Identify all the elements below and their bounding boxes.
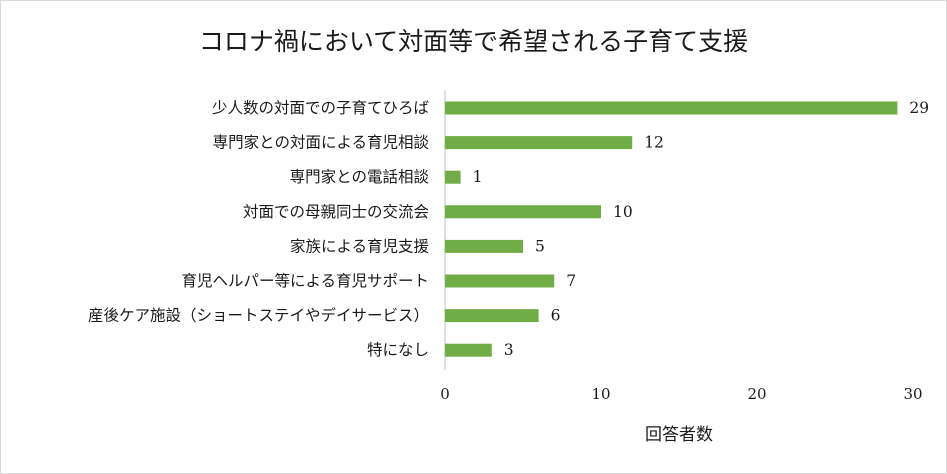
data-label: 5 [535,237,545,255]
x-tick-label: 20 [747,385,766,403]
category-label: 家族による育児支援 [290,237,430,255]
bar [445,205,601,219]
bars-group [445,101,898,357]
x-tick-label: 10 [591,385,610,403]
category-labels: 少人数の対面での子育てひろば専門家との対面による育児相談専門家との電話相談対面で… [88,99,430,359]
data-label: 7 [566,272,576,290]
x-axis-title: 回答者数 [645,425,713,445]
bar [445,274,555,288]
value-labels: 29 12 1 10 5 76 3 [473,99,930,359]
bar [445,101,898,115]
data-label: 10 [613,203,633,221]
chart-title: コロナ禍において対面等で希望される子育て支援 [198,27,749,56]
category-label: 少人数の対面での子育てひろば [212,99,430,117]
category-label: 専門家との電話相談 [290,168,429,186]
category-label: 特になし [367,341,429,359]
category-label: 育児ヘルパー等による育児サポート [181,272,429,290]
data-label: 1 [473,168,483,186]
category-label: 対面での母親同士の交流会 [243,203,429,221]
bar [445,239,523,253]
data-label: 3 [504,341,514,359]
data-label: 29 [909,99,929,117]
data-label: 12 [644,134,664,152]
category-label: 産後ケア施設（ショートステイやデイサービス） [88,306,429,325]
bar [445,136,633,150]
bar [445,309,539,323]
bar [445,343,492,357]
data-label: 6 [551,307,561,325]
x-tick-labels: 0 10 20 30 [440,385,922,403]
bar [445,170,461,184]
category-label: 専門家との対面による育児相談 [213,134,429,152]
x-tick-label: 0 [440,385,450,403]
x-tick-label: 30 [903,385,922,403]
